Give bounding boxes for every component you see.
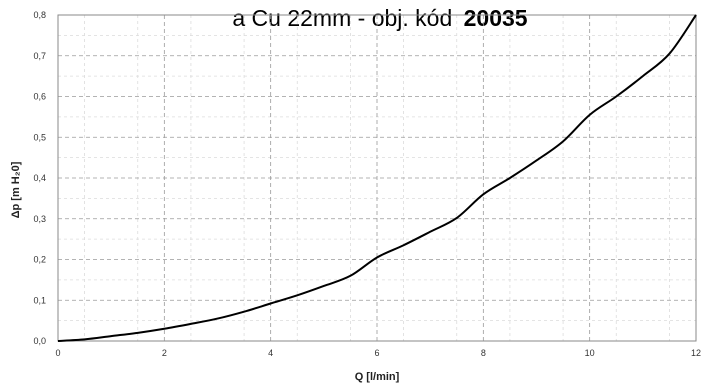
- plot-area-border: [57, 14, 697, 342]
- x-tick-label: 2: [162, 348, 167, 358]
- y-tick-label: 0,6: [33, 92, 46, 102]
- y-tick-labels: 0,0 0,1 0,2 0,3 0,4 0,5 0,6 0,7 0,8: [33, 10, 46, 346]
- chart-series: [57, 14, 697, 342]
- y-tick-label: 0,4: [33, 173, 46, 183]
- y-tick-label: 0,2: [33, 255, 46, 265]
- y-tick-label: 0,8: [33, 10, 46, 20]
- x-tick-label: 6: [374, 348, 379, 358]
- chart-title-code: 20035: [464, 5, 528, 31]
- x-tick-label: 10: [585, 348, 595, 358]
- svg-text:a Cu 22mm - obj. kód 200: a Cu 22mm - obj. kód 20035: [232, 5, 527, 31]
- y-tick-label: 0,0: [33, 336, 46, 346]
- y-tick-label: 0,7: [33, 51, 46, 61]
- x-tick-label: 0: [55, 348, 60, 358]
- y-tick-label: 0,3: [33, 214, 46, 224]
- plot-frame: [57, 14, 697, 342]
- x-tick-label: 8: [481, 348, 486, 358]
- y-axis-label: Δp [m H₂0]: [10, 161, 22, 218]
- series-line: [57, 14, 697, 342]
- x-tick-label: 12: [691, 348, 701, 358]
- x-tick-labels: 0 2 4 6 8 10 12: [55, 348, 701, 358]
- y-tick-label: 0,5: [33, 132, 46, 142]
- y-tick-label: 0,1: [33, 295, 46, 305]
- chart-title: a Cu 22mm - obj. kód 20035: [232, 5, 527, 31]
- x-tick-label: 4: [268, 348, 273, 358]
- chart-grid: [57, 14, 697, 342]
- x-axis-label: Q [l/min]: [355, 371, 400, 383]
- chart-title-text: a Cu 22mm - obj. kód: [232, 5, 452, 31]
